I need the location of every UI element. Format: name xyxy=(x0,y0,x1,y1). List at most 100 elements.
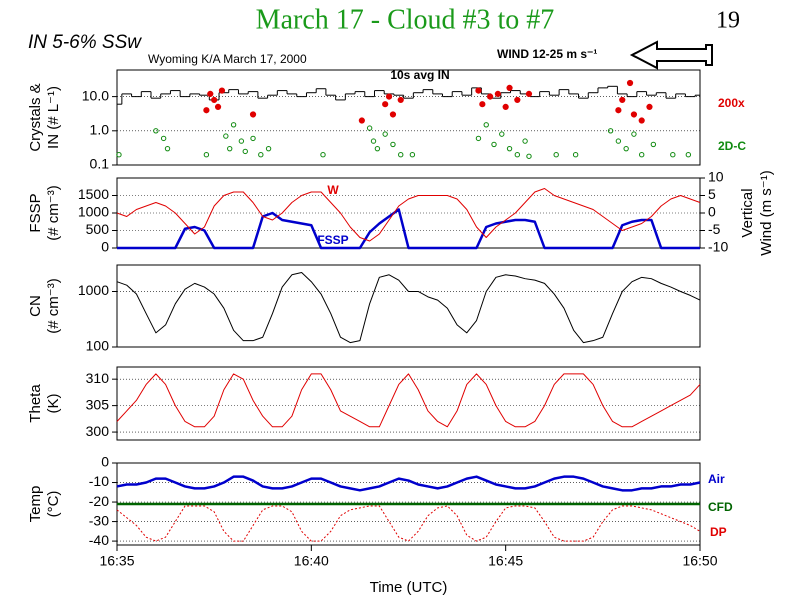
data-point xyxy=(526,153,532,159)
data-point xyxy=(494,90,501,98)
data-line xyxy=(117,208,700,250)
data-point xyxy=(203,107,210,114)
y2-tick-label: 0 xyxy=(708,204,716,220)
y2-axis-label: Vertical xyxy=(739,188,756,237)
data-point xyxy=(382,131,388,137)
y-tick-label: 0.1 xyxy=(90,156,110,172)
y-tick-label: 10.0 xyxy=(82,87,109,103)
legend-label: 2D-C xyxy=(718,139,746,153)
page-number: 19 xyxy=(716,8,740,34)
legend-label: 200x xyxy=(718,96,745,110)
y-tick-label: 0 xyxy=(101,454,109,470)
data-point xyxy=(483,122,489,128)
legend-label: DP xyxy=(710,525,727,539)
data-point xyxy=(514,96,521,104)
data-point xyxy=(638,117,645,124)
data-line xyxy=(116,475,701,492)
x-axis-label: Time (UTC) xyxy=(370,579,448,596)
data-point xyxy=(116,152,122,158)
legend-label: 10s avg IN xyxy=(390,68,449,82)
data-line xyxy=(116,505,701,542)
data-point xyxy=(670,152,676,158)
y2-tick-label: -5 xyxy=(708,221,721,237)
x-tick-label: 16:50 xyxy=(682,553,717,569)
y-tick-label: 0 xyxy=(101,239,109,255)
data-point xyxy=(685,152,692,158)
data-point xyxy=(385,93,393,100)
plot-frame xyxy=(116,366,701,441)
data-point xyxy=(214,103,222,111)
y-axis-label: Crystals & xyxy=(27,83,44,151)
data-point xyxy=(230,122,237,128)
data-point xyxy=(499,131,505,137)
legend-label: W xyxy=(327,183,339,197)
data-point xyxy=(650,141,657,148)
data-point xyxy=(164,145,171,152)
y-axis-label: CN xyxy=(27,295,44,317)
data-point xyxy=(630,111,638,118)
data-point xyxy=(626,79,634,87)
data-point xyxy=(249,111,257,118)
y-axis-label: (°C) xyxy=(45,491,62,518)
y-axis-label: FSSP xyxy=(27,193,44,232)
y-tick-label: 100 xyxy=(86,338,110,354)
data-point xyxy=(374,145,381,152)
data-point xyxy=(265,145,272,152)
y-axis-label: IN (# L⁻¹) xyxy=(45,86,62,149)
data-point xyxy=(646,103,653,111)
data-point xyxy=(631,131,637,137)
data-point xyxy=(366,125,373,131)
legend-label: CFD xyxy=(708,500,733,514)
data-point xyxy=(506,145,513,152)
y2-tick-label: 5 xyxy=(708,186,716,202)
y-axis-label: Temp xyxy=(27,486,44,523)
data-point xyxy=(227,145,233,152)
legend-label: FSSP xyxy=(317,233,348,247)
data-point xyxy=(525,90,533,98)
data-point xyxy=(223,133,229,139)
data-point xyxy=(607,128,614,134)
data-line xyxy=(116,271,701,344)
data-point xyxy=(487,93,494,100)
y-tick-label: -30 xyxy=(89,512,109,528)
data-point xyxy=(623,145,629,152)
data-point xyxy=(238,138,245,144)
data-point xyxy=(491,141,497,148)
y-axis-label: (# cm⁻³) xyxy=(45,278,62,333)
data-point xyxy=(250,135,256,142)
data-point xyxy=(160,135,167,142)
y-tick-label: 1500 xyxy=(78,186,109,202)
data-point xyxy=(514,152,521,158)
data-point xyxy=(475,87,482,94)
data-point xyxy=(397,96,404,104)
source-note: Wyoming K/A March 17, 2000 xyxy=(148,52,307,66)
data-point xyxy=(398,152,404,158)
slide-title: March 17 - Cloud #3 to #7 xyxy=(256,4,555,35)
data-point xyxy=(479,101,486,108)
y-tick-label: 310 xyxy=(86,370,110,386)
y-tick-label: -20 xyxy=(89,493,109,509)
y-tick-label: 300 xyxy=(86,423,110,439)
data-point xyxy=(218,87,226,94)
data-point xyxy=(572,152,579,158)
y2-tick-label: 10 xyxy=(708,169,724,185)
y-tick-label: 500 xyxy=(86,221,110,237)
x-tick-label: 16:40 xyxy=(294,553,329,569)
data-point xyxy=(390,141,396,148)
data-point xyxy=(522,138,528,144)
data-point xyxy=(207,90,214,98)
data-point xyxy=(358,117,365,124)
y-tick-label: -10 xyxy=(89,473,109,489)
legend-label: Air xyxy=(708,472,725,486)
data-point xyxy=(320,152,326,158)
y-tick-label: -40 xyxy=(89,532,109,548)
step-connector xyxy=(121,86,696,105)
data-point xyxy=(242,148,248,155)
data-line xyxy=(116,373,701,428)
data-point xyxy=(639,152,645,158)
y-tick-label: 305 xyxy=(86,396,110,412)
data-point xyxy=(506,84,513,91)
